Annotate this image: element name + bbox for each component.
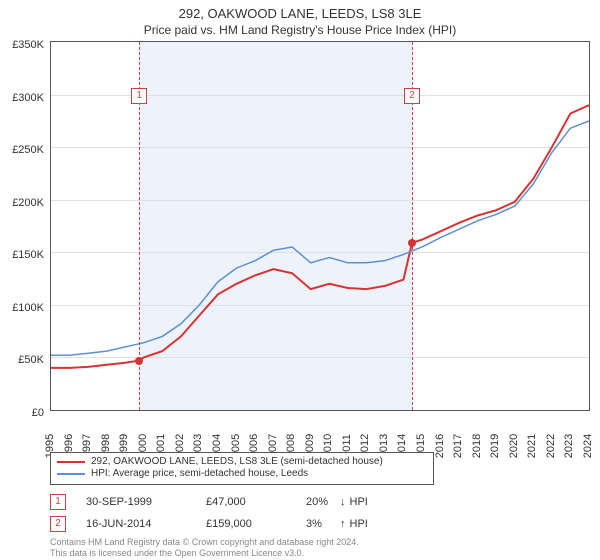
series-line-0 [51,105,589,368]
footer-line2: This data is licensed under the Open Gov… [50,548,359,559]
y-tick-label: £50K [18,354,44,366]
sale-row-1: 1 30-SEP-1999 £47,000 20% ↓ HPI [50,494,368,510]
legend-item-0: 292, OAKWOOD LANE, LEEDS, LS8 3LE (semi-… [57,456,427,467]
sale-marker-2: 2 [50,516,66,532]
legend-swatch [57,461,85,463]
footer: Contains HM Land Registry data © Crown c… [50,537,359,559]
chart-marker-1: 1 [131,88,147,104]
y-tick-label: £300K [12,92,44,104]
sale-row-2: 2 16-JUN-2014 £159,000 3% ↑ HPI [50,516,368,532]
up-arrow-icon: ↑ [340,518,346,530]
legend: 292, OAKWOOD LANE, LEEDS, LS8 3LE (semi-… [50,452,434,485]
legend-label: HPI: Average price, semi-detached house,… [91,468,308,479]
x-tick-label: 2018 [471,434,483,458]
x-tick-label: 2019 [489,434,501,458]
x-tick-label: 2016 [434,434,446,458]
chart-marker-2: 2 [404,88,420,104]
x-tick-label: 2017 [452,434,464,458]
sale-hpi-1: HPI [350,496,368,508]
chart-plot-area: 12 [50,41,590,411]
y-tick-label: £150K [12,249,44,261]
y-tick-label: £0 [32,407,44,419]
x-tick-label: 2023 [563,434,575,458]
sale-pct-2: 3% [306,518,340,530]
sale-date-2: 16-JUN-2014 [86,518,206,530]
sale-date-1: 30-SEP-1999 [86,496,206,508]
sale-price-1: £47,000 [206,496,306,508]
sale-price-2: £159,000 [206,518,306,530]
x-tick-label: 2020 [508,434,520,458]
legend-label: 292, OAKWOOD LANE, LEEDS, LS8 3LE (semi-… [91,456,383,467]
sale-point-1 [135,357,143,365]
sale-hpi-2: HPI [350,518,368,530]
sale-pct-1: 20% [306,496,340,508]
x-tick-label: 2021 [526,434,538,458]
x-tick-label: 2022 [545,434,557,458]
legend-swatch [57,473,85,475]
chart-title: 292, OAKWOOD LANE, LEEDS, LS8 3LE [0,0,600,21]
down-arrow-icon: ↓ [340,496,346,508]
y-axis: £0£50K£100K£150K£200K£250K£300K£350K [0,45,48,415]
y-tick-label: £350K [12,39,44,51]
sale-point-2 [408,239,416,247]
sale-marker-1: 1 [50,494,66,510]
chart-subtitle: Price paid vs. HM Land Registry's House … [0,21,600,41]
y-tick-label: £200K [12,197,44,209]
y-tick-label: £100K [12,302,44,314]
footer-line1: Contains HM Land Registry data © Crown c… [50,537,359,548]
legend-item-1: HPI: Average price, semi-detached house,… [57,468,427,479]
y-tick-label: £250K [12,144,44,156]
x-tick-label: 2024 [582,434,594,458]
series-line-1 [51,121,589,355]
